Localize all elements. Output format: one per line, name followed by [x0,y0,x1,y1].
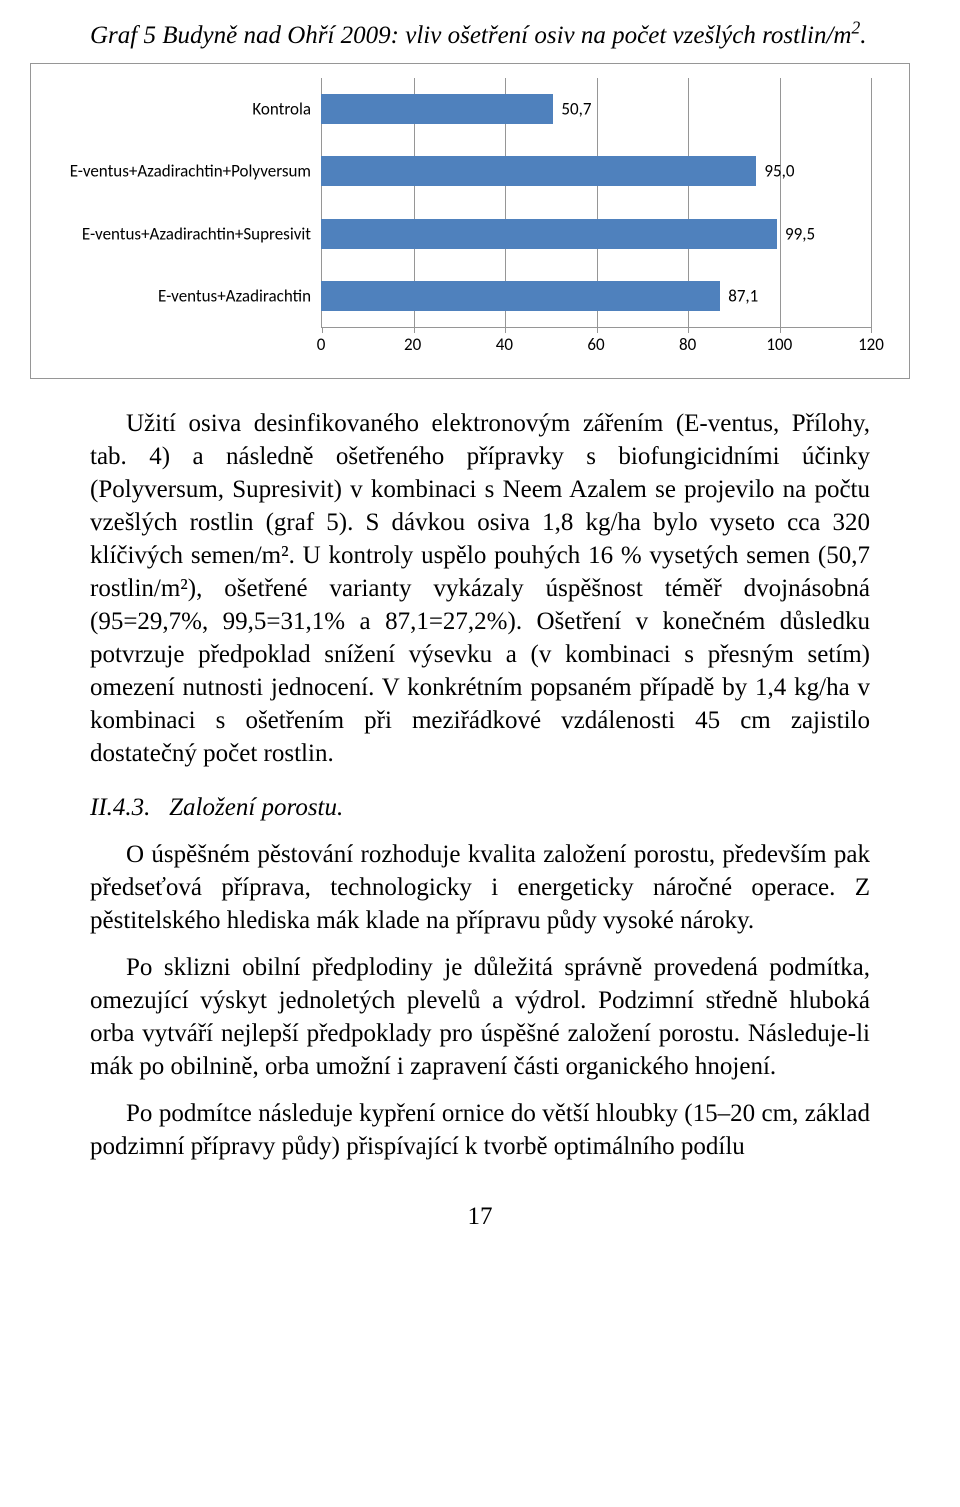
x-axis-label: 20 [404,334,421,355]
x-tick [871,327,872,333]
x-tick [688,327,689,333]
x-axis-label: 80 [679,334,696,355]
bar-row: E-ventus+Azadirachtin 87,1 [41,269,891,324]
caption-tail: . [860,22,866,49]
bar-row: Kontrola 50,7 [41,82,891,137]
value-label: 95,0 [764,161,794,182]
value-label: 99,5 [785,223,815,244]
x-tick [322,327,323,333]
paragraph-4: Po podmítce následuje kypření ornice do … [90,1097,870,1163]
page-number: 17 [90,1203,870,1231]
section-title: Založení porostu. [169,794,343,821]
bar-chart: 0 20 40 60 80 100 120 Kontrola 50,7 E-ventus+Azad… [30,63,910,379]
paragraph-2: O úspěšném pěstování rozhoduje kvalita z… [90,838,870,937]
x-tick [780,327,781,333]
x-axis-label: 100 [766,334,792,355]
bar [321,94,553,124]
bar [321,219,777,249]
category-label: E-ventus+Azadirachtin+Supresivit [41,223,319,244]
caption-sup: 2 [851,18,860,38]
x-tick [414,327,415,333]
figure-caption: Graf 5 Budyně nad Ohří 2009: vliv ošetře… [90,20,870,53]
value-label: 50,7 [561,98,591,119]
x-tick [505,327,506,333]
category-label: Kontrola [41,98,319,119]
value-label: 87,1 [728,286,758,307]
category-label: E-ventus+Azadirachtin [41,286,319,307]
bar [321,156,756,186]
x-axis-label: 120 [858,334,884,355]
paragraph-1: Užití osiva desinfikovaného elektronovým… [90,407,870,770]
section-number: II.4.3. [90,794,150,821]
caption-text: Budyně nad Ohří 2009: vliv ošetření osiv… [162,22,851,49]
caption-label: Graf 5 [90,22,156,49]
x-axis-label: 0 [317,334,326,355]
category-label: E-ventus+Azadirachtin+Polyversum [41,161,319,182]
x-axis-label: 60 [587,334,604,355]
paragraph-3: Po sklizni obilní předplodiny je důležit… [90,951,870,1083]
x-axis-label: 40 [496,334,513,355]
bar-row: E-ventus+Azadirachtin+Supresivit 99,5 [41,207,891,262]
x-tick [597,327,598,333]
bar-row: E-ventus+Azadirachtin+Polyversum 95,0 [41,144,891,199]
section-heading: II.4.3. Založení porostu. [90,794,870,822]
bar [321,281,720,311]
